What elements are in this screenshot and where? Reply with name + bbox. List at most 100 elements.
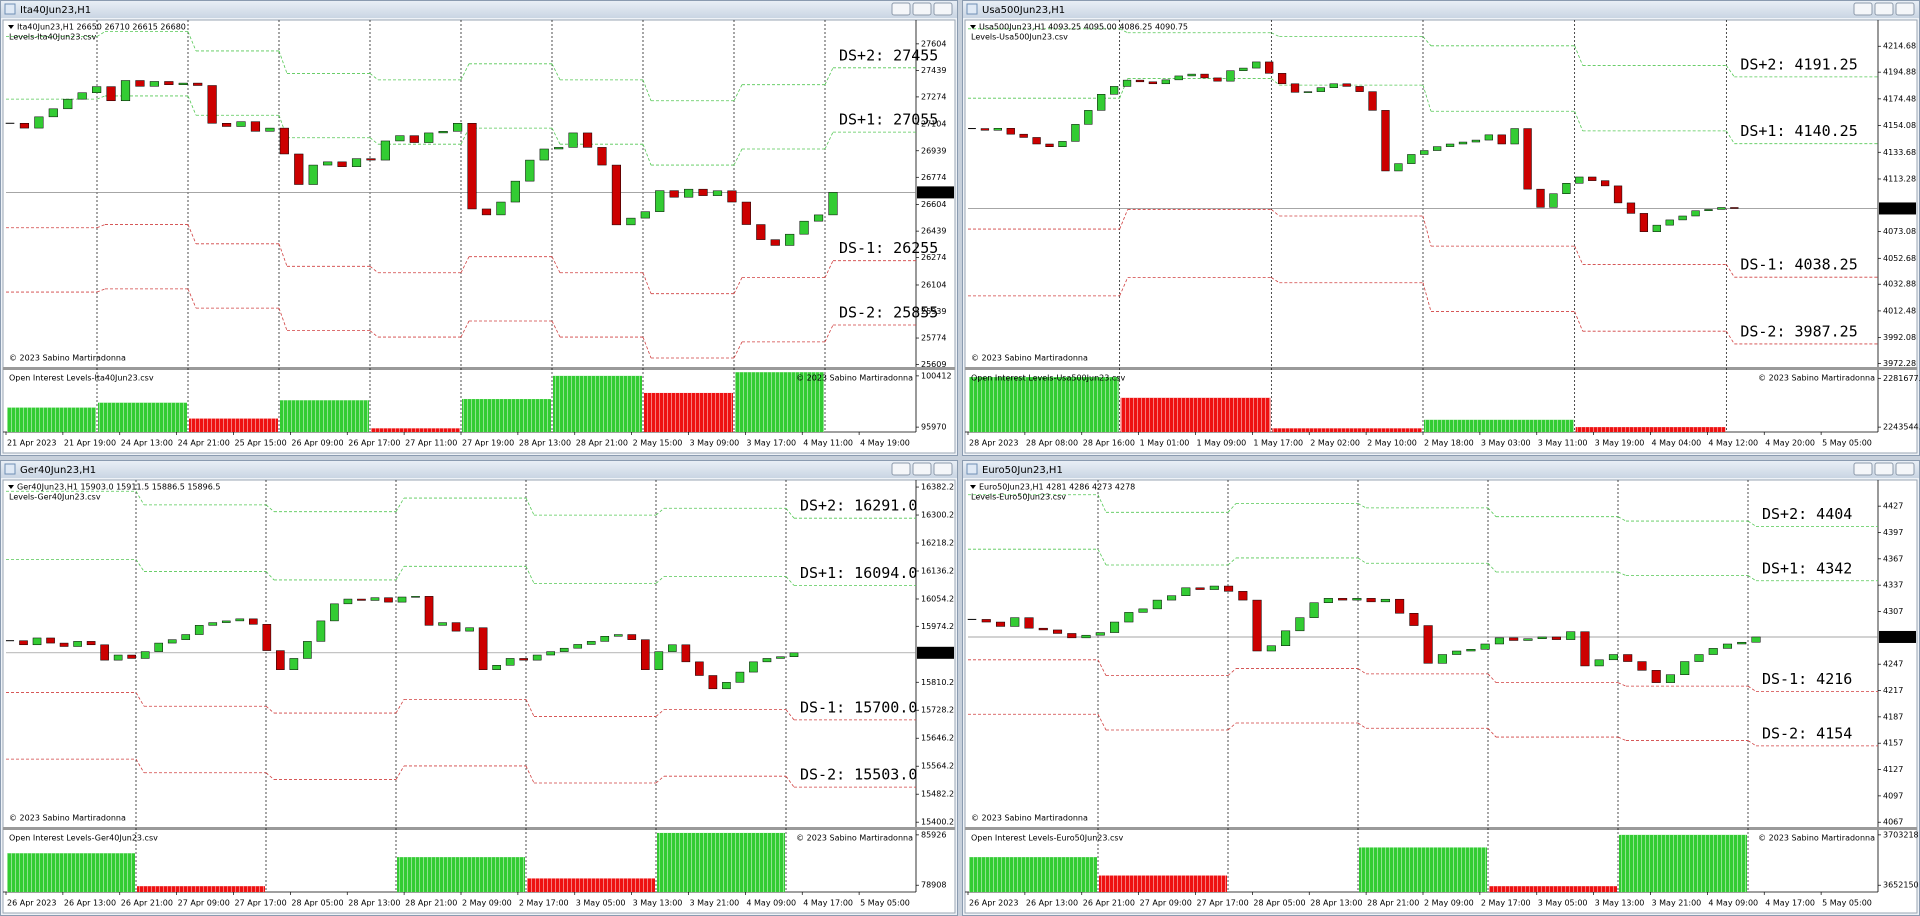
candle — [135, 80, 145, 87]
level-connector — [187, 288, 197, 309]
x-tick-label: 28 Apr 16:00 — [1083, 439, 1135, 448]
level-label: DS+1: 16094.0 — [800, 564, 917, 582]
oi-bar-texture — [1272, 428, 1422, 432]
oi-bar-texture — [189, 418, 278, 432]
level-connector — [1119, 277, 1129, 296]
level-connector — [265, 504, 275, 512]
oi-bar-texture — [657, 832, 785, 892]
y-tick-label: 4032.88 — [1883, 280, 1916, 289]
collapse-arrow — [970, 485, 976, 489]
copyright: © 2023 Sabino Martiradonna — [9, 354, 126, 363]
oi-bar-texture — [1619, 834, 1747, 892]
maximize-button[interactable] — [912, 2, 932, 16]
level-connector — [1271, 277, 1280, 284]
candle — [357, 598, 366, 601]
maximize-button[interactable] — [1874, 462, 1894, 476]
candle — [1480, 643, 1490, 650]
candle — [1266, 645, 1276, 652]
y-tick-label: 27104 — [921, 120, 946, 129]
y-tick-label: 4187 — [1883, 712, 1903, 721]
level-connector — [1422, 215, 1432, 247]
minimize-button[interactable] — [891, 2, 911, 16]
oi-label: Open Interest Levels-Ita40Jun23.csv — [9, 374, 154, 383]
close-button[interactable] — [1895, 2, 1915, 16]
level-connector — [395, 566, 405, 581]
level-label: DS+2: 4404 — [1762, 505, 1852, 523]
close-button[interactable] — [1895, 462, 1915, 476]
candle — [1290, 83, 1300, 93]
close-button[interactable] — [933, 462, 953, 476]
minimize-button[interactable] — [1853, 2, 1873, 16]
level-label: DS-2: 15503.0 — [800, 766, 917, 784]
level-connector — [1487, 673, 1497, 683]
maximize-button[interactable] — [912, 462, 932, 476]
x-tick-label: 3 May 21:00 — [690, 899, 740, 908]
candle — [1067, 633, 1077, 639]
chart-area — [964, 19, 1918, 454]
x-tick-label: 2 May 10:00 — [1367, 439, 1417, 448]
level-label: DS-1: 4038.25 — [1740, 256, 1857, 274]
x-tick-label: 1 May 01:00 — [1140, 439, 1190, 448]
candle — [424, 596, 434, 626]
candle — [1122, 79, 1132, 87]
candle — [384, 597, 393, 603]
level-connector — [395, 765, 405, 780]
candle — [1433, 146, 1442, 151]
minimize-button[interactable] — [1853, 462, 1873, 476]
candle — [92, 86, 102, 93]
candle — [1395, 598, 1405, 614]
close-button[interactable] — [933, 2, 953, 16]
candle — [1523, 638, 1533, 641]
level-connector — [525, 566, 535, 584]
candle — [1639, 213, 1649, 232]
candle — [140, 651, 150, 659]
level-label: DS+1: 4140.25 — [1740, 122, 1857, 140]
candle — [600, 636, 610, 642]
candle — [1407, 154, 1416, 164]
minimize-button[interactable] — [891, 462, 911, 476]
level-label: DS-1: 26255 — [839, 239, 938, 257]
last-price-label: 15896.5 — [920, 648, 953, 657]
candle — [397, 596, 407, 603]
candle — [1277, 73, 1287, 85]
x-tick-label: 2 May 17:00 — [1481, 899, 1531, 908]
candle — [1135, 79, 1145, 83]
candle — [265, 127, 275, 132]
candle — [1537, 636, 1547, 639]
level-connector — [96, 95, 106, 100]
candle — [63, 98, 73, 110]
level-connector — [642, 79, 652, 101]
level-connector — [1725, 130, 1735, 144]
candle — [451, 622, 461, 632]
candle — [127, 654, 136, 659]
candle — [993, 128, 1002, 131]
copyright: © 2023 Sabino Martiradonna — [796, 834, 913, 843]
x-tick-label: 26 Apr 2023 — [969, 899, 1018, 908]
oi-bar-texture — [1120, 397, 1271, 432]
level-connector — [642, 336, 652, 359]
y-tick-label: 4214.68 — [1883, 42, 1916, 51]
candle — [1124, 612, 1134, 623]
maximize-button[interactable] — [1874, 2, 1894, 16]
x-tick-label: 26 Apr 21:00 — [121, 899, 173, 908]
chart-area — [2, 479, 956, 914]
candle — [276, 650, 285, 670]
candle — [262, 624, 272, 651]
candle — [207, 85, 217, 124]
candle — [1608, 654, 1618, 661]
y-tick-label: 26439 — [921, 227, 946, 236]
y-tick-label: 4012.48 — [1883, 306, 1916, 315]
window-title: Usa500Jun23,H1 — [982, 5, 1065, 16]
x-tick-label: 24 Apr 13:00 — [121, 439, 173, 448]
level-connector — [395, 497, 405, 512]
candle — [1167, 595, 1177, 601]
candle — [525, 159, 535, 182]
level-connector — [824, 131, 834, 150]
x-tick-label: 27 Apr 19:00 — [462, 439, 514, 448]
candle — [1613, 185, 1623, 204]
x-tick-label: 5 May 05:00 — [860, 899, 910, 908]
level-connector — [1725, 264, 1735, 278]
candle — [1536, 188, 1545, 208]
levels-file: Levels-Euro50Jun23.csv — [971, 493, 1066, 502]
candle — [154, 642, 163, 652]
